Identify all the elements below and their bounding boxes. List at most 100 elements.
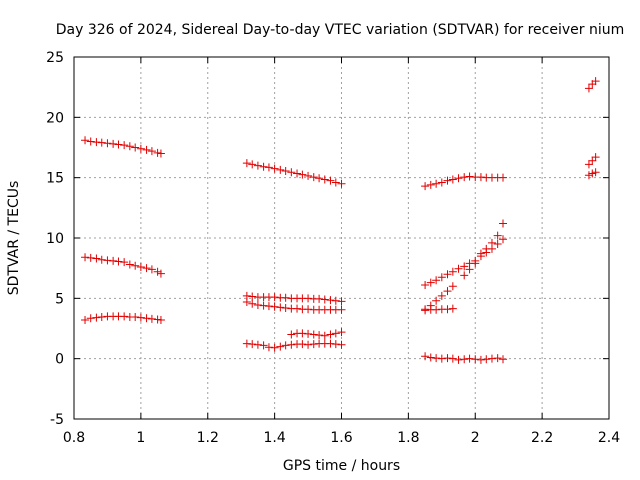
data-point [584,84,593,93]
data-point [276,342,285,351]
series-seg-a1 [81,136,129,150]
data-point [248,299,257,308]
data-point [81,316,90,325]
data-point [337,179,346,188]
x-tick-label: 1.6 [330,430,352,446]
data-marks [81,77,600,364]
data-point [499,355,508,364]
series-seg-d3 [584,168,600,180]
data-point [147,314,156,323]
data-point [293,304,302,313]
data-point [142,314,151,323]
x-tick-label: 1.2 [197,430,219,446]
data-point [81,253,90,262]
data-point [270,302,279,311]
y-tick-label: 15 [46,171,64,187]
data-point [421,182,430,191]
data-point [432,276,441,285]
data-point [86,137,95,146]
data-point [591,77,600,86]
x-tick-label: 2.2 [531,430,553,446]
data-point [326,339,335,348]
data-point [242,297,251,306]
data-point [153,315,162,324]
data-point [448,282,457,291]
data-point [443,287,452,296]
data-point [588,169,597,178]
x-tick-label: 1.4 [263,430,285,446]
grid [74,57,609,419]
data-point [109,256,118,265]
data-point [493,240,502,249]
y-tick-label: 0 [55,352,64,368]
data-point [320,175,329,184]
data-point [156,149,165,158]
data-point [326,330,335,339]
data-point [270,164,279,173]
data-point [499,173,508,182]
data-point [443,176,452,185]
series-seg-c3 [421,219,508,314]
data-point [331,296,340,305]
data-point [248,160,257,169]
y-tick-label: -5 [50,412,64,428]
data-point [471,259,480,268]
data-point [136,313,145,322]
data-point [448,175,457,184]
data-point [309,330,318,339]
data-point [103,139,112,148]
series-seg-a2 [125,142,165,158]
data-point [281,293,290,302]
data-point [248,292,257,301]
data-point [471,355,480,364]
data-point [460,262,469,271]
data-point [448,267,457,276]
data-point [131,261,140,270]
data-point [437,273,446,282]
data-point [147,265,156,274]
y-tick-label: 5 [55,291,64,307]
data-point [432,179,441,188]
data-point [432,296,441,305]
x-tick-label: 1.8 [397,430,419,446]
data-point [97,138,106,147]
data-point [86,253,95,262]
data-point [270,343,279,352]
data-point [270,293,279,302]
data-point [443,354,452,363]
data-point [426,278,435,287]
data-point [460,355,469,364]
data-point [114,257,123,266]
data-point [287,330,296,339]
data-point [320,331,329,340]
series-seg-c5 [421,352,508,364]
data-point [331,178,340,187]
data-point [276,303,285,312]
data-point [97,313,106,322]
data-point [454,174,463,183]
series-seg-c4 [421,304,457,315]
data-point [92,254,101,263]
data-point [493,354,502,363]
data-point [120,312,129,321]
data-point [426,180,435,189]
data-point [304,171,313,180]
data-point [304,294,313,303]
series-seg-b1 [242,159,346,188]
data-point [287,340,296,349]
data-point [259,341,268,350]
data-point [487,238,496,247]
data-point [421,306,430,315]
data-point [253,300,262,309]
data-point [421,352,430,361]
data-point [448,354,457,363]
data-point [114,140,123,149]
data-point [276,165,285,174]
data-point [248,340,257,349]
series-seg-b3 [242,297,346,314]
x-tick-label: 1 [136,430,145,446]
data-point [304,305,313,314]
data-point [337,297,346,306]
data-point [499,219,508,228]
